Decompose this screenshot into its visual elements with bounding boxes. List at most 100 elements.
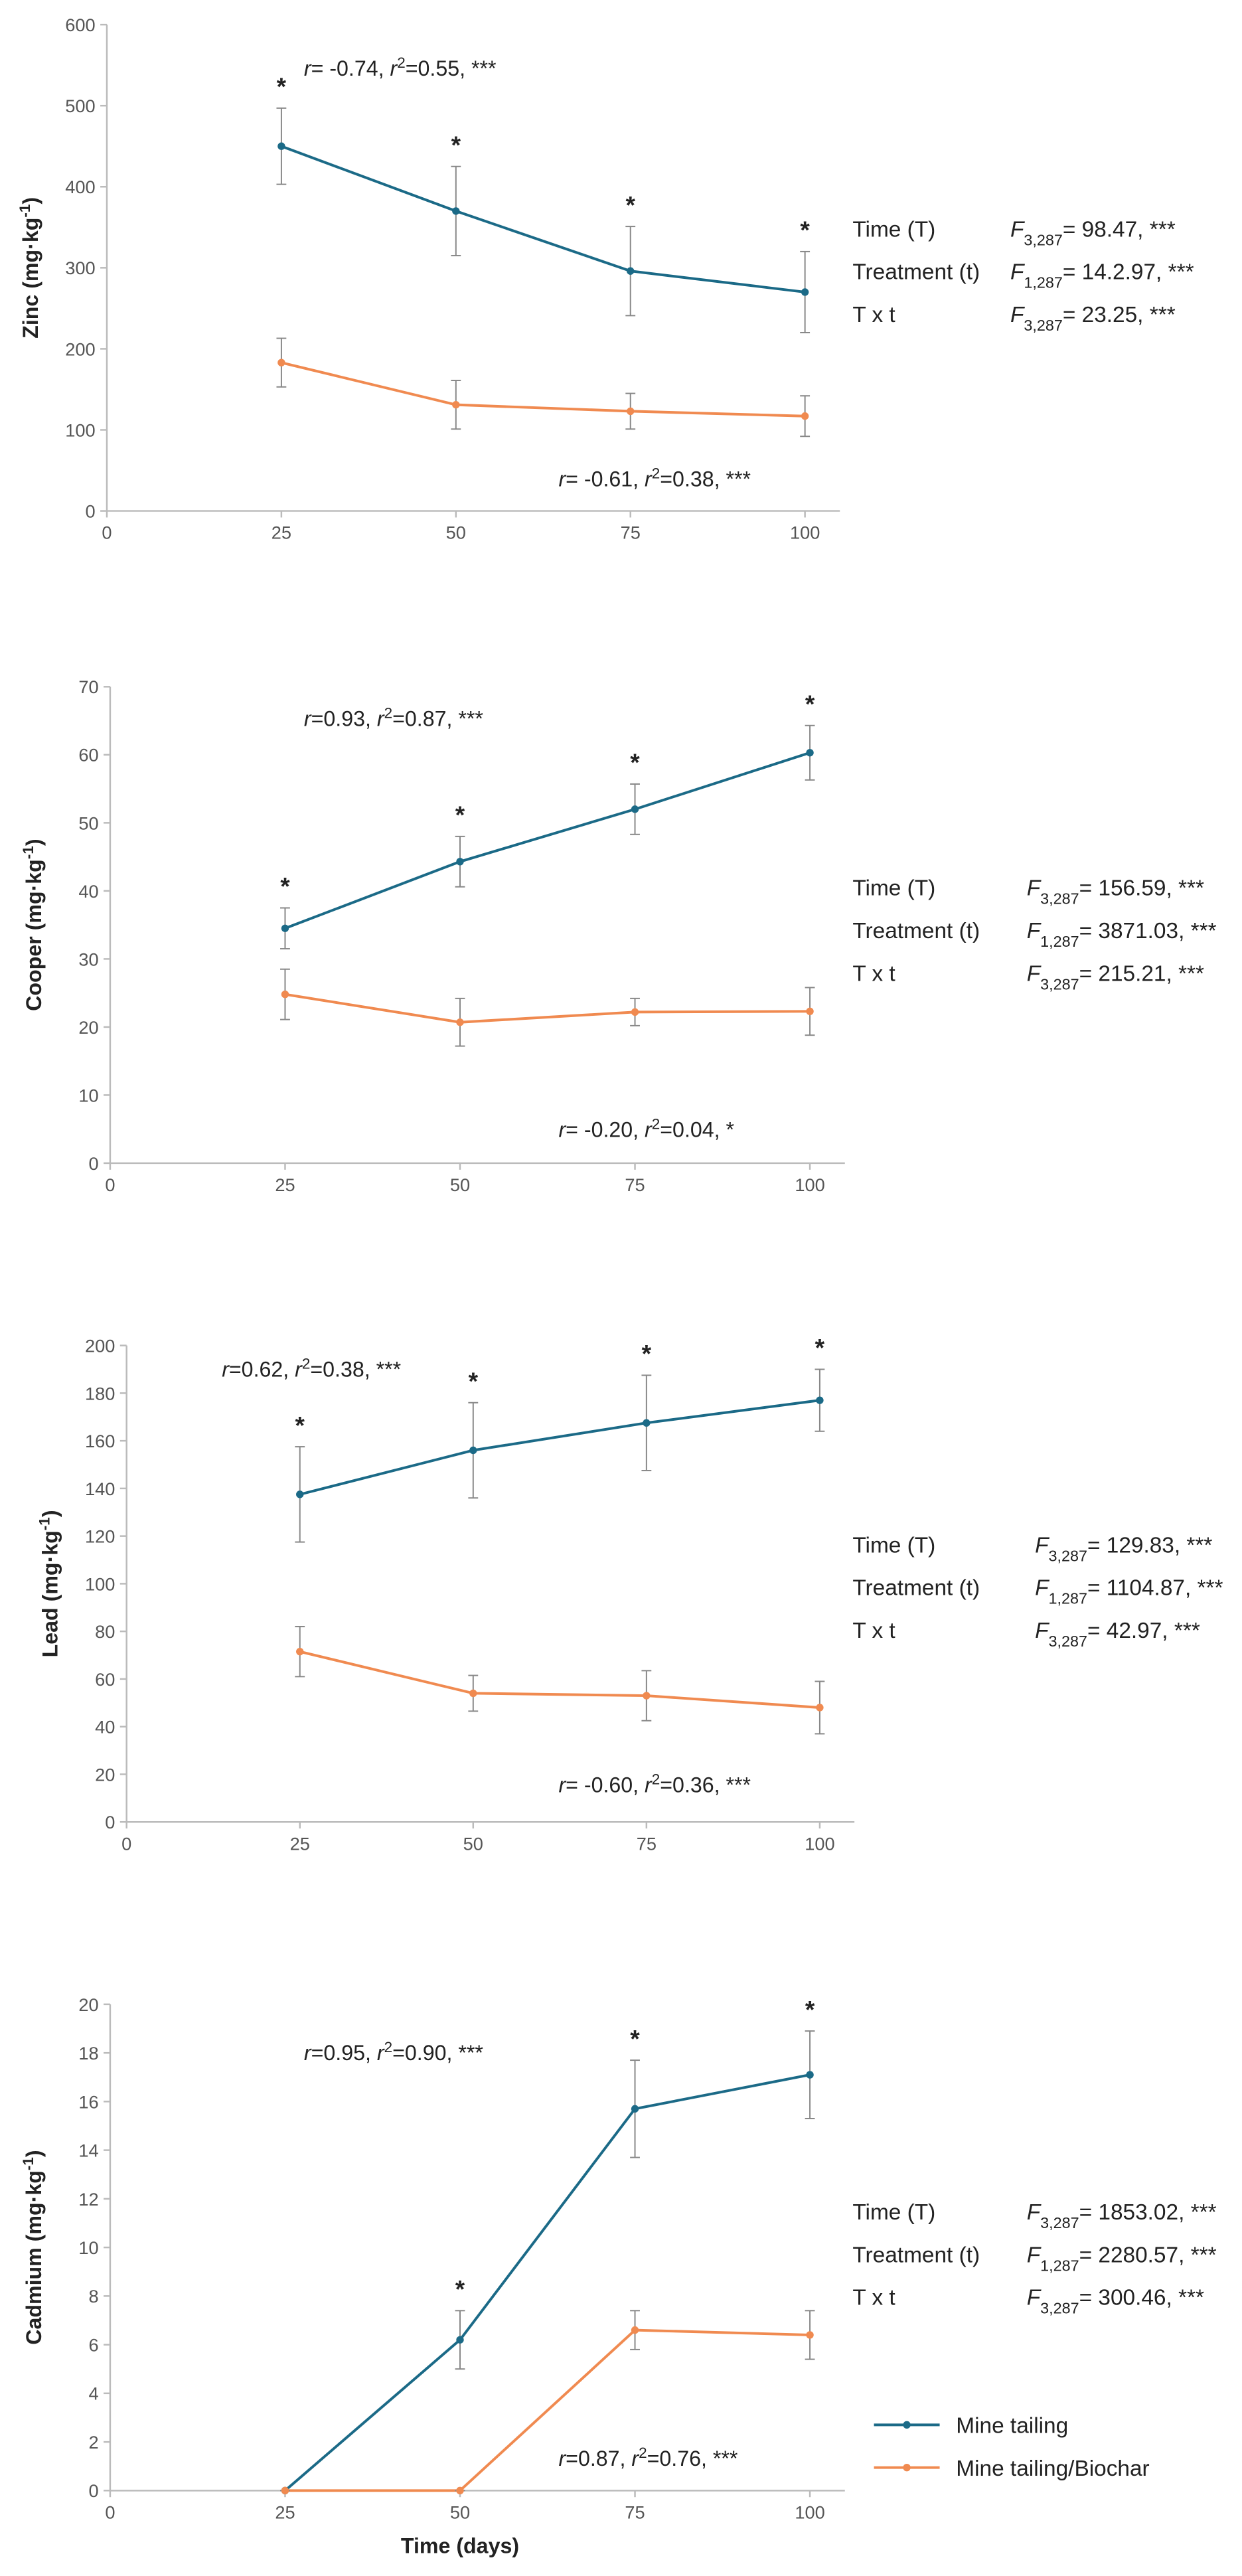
annotation: r=0.87, r2=0.76, ***	[558, 2445, 737, 2471]
data-point	[631, 1008, 639, 1016]
y-tick-label: 10	[78, 2237, 98, 2258]
stat-value-part: F	[1027, 2243, 1042, 2267]
legend-marker	[903, 2463, 911, 2472]
stat-value-part: = 42.97, ***	[1087, 1619, 1200, 1643]
stat-value-part: 3,287	[1024, 231, 1063, 248]
stat-label: Treatment (t)	[852, 919, 980, 943]
y-axis-label-part: Lead (mg·kg	[39, 1530, 62, 1657]
series-line	[281, 361, 805, 418]
y-tick-label: 20	[95, 1764, 115, 1785]
stat-value-part: F	[1010, 260, 1025, 285]
stat-label: Time (T)	[852, 217, 935, 242]
legend-label: Mine tailing	[956, 2414, 1068, 2439]
y-tick-label: 140	[85, 1479, 115, 1499]
chart-panel: 0 100 200 300 400 500 600 0 25 50 75 100 Zinc (mg·kg…	[17, 15, 1194, 543]
series-line	[299, 1399, 820, 1496]
x-tick-label: 75	[621, 523, 641, 543]
annotation-part: r	[377, 707, 385, 731]
data-point	[627, 407, 635, 416]
annotation-part: r	[645, 467, 653, 491]
y-axis-label-part: )	[39, 1510, 62, 1517]
y-tick-label: 180	[85, 1383, 115, 1404]
annotation-part: =0.87, ***	[392, 707, 483, 731]
stat-value-part: = 129.83, ***	[1087, 1533, 1212, 1558]
annotation-part: r	[558, 1117, 566, 1141]
data-point	[277, 359, 285, 366]
annotation: r= -0.60, r2=0.36, ***	[558, 1771, 751, 1797]
data-point	[627, 267, 635, 275]
y-tick-label: 160	[85, 1431, 115, 1451]
x-tick-label: 50	[446, 523, 466, 543]
data-point	[456, 858, 464, 866]
data-point	[806, 1007, 814, 1016]
annotation-part: =0.36, ***	[660, 1773, 751, 1797]
significance-mark: *	[280, 872, 290, 900]
significance-mark: *	[630, 2024, 640, 2052]
data-point	[806, 749, 814, 757]
stat-value-part: 3,287	[1040, 975, 1079, 993]
data-point	[806, 2071, 814, 2079]
stat-value-part: 3,287	[1040, 2300, 1079, 2317]
annotation-part: r	[304, 56, 312, 80]
stat-value-part: F	[1010, 217, 1025, 242]
stat-value-part: = 1853.02, ***	[1079, 2200, 1217, 2225]
y-tick-label: 60	[78, 745, 98, 765]
y-tick-label: 60	[95, 1669, 115, 1690]
annotation-part: 2	[652, 465, 660, 481]
annotation-part: 2	[639, 2445, 647, 2461]
stat-value-part: F	[1035, 1576, 1049, 1601]
x-axis-label: Time (days)	[401, 2534, 519, 2557]
x-tick-label: 75	[637, 1833, 657, 1854]
stat-value: F3,287= 156.59, ***	[1027, 876, 1204, 908]
annotation-part: =0.90, ***	[392, 2041, 483, 2065]
y-tick-label: 10	[78, 1085, 98, 1105]
x-tick-label: 25	[290, 1833, 310, 1854]
data-point	[643, 1692, 651, 1700]
annotation-part: = -0.61,	[566, 467, 645, 491]
annotation-part: 2	[384, 704, 393, 721]
stat-label: Treatment (t)	[852, 1576, 980, 1601]
annotation-part: r	[558, 467, 566, 491]
legend-marker	[903, 2421, 911, 2429]
stat-value-part: 1,287	[1040, 933, 1079, 950]
y-axis-label: Lead (mg·kg-1)	[36, 1510, 62, 1657]
y-tick-label: 600	[65, 15, 95, 35]
y-axis-label: Cadmium (mg·kg-1)	[20, 2150, 46, 2344]
data-point	[296, 1490, 304, 1498]
stat-value: F1,287= 14.2.97, ***	[1010, 260, 1194, 291]
annotation: r=0.93, r2=0.87, ***	[304, 704, 483, 731]
series-line	[285, 2328, 811, 2492]
significance-mark: *	[277, 72, 287, 100]
data-point	[456, 1018, 464, 1026]
x-tick-label: 0	[121, 1833, 131, 1854]
y-tick-label: 20	[78, 1994, 98, 2015]
stat-value-part: 1,287	[1040, 2257, 1079, 2274]
annotation-part: =0.93,	[311, 707, 377, 731]
significance-mark: *	[469, 1367, 479, 1395]
stat-value: F1,287= 3871.03, ***	[1027, 919, 1217, 950]
x-tick-label: 50	[450, 2502, 470, 2522]
stat-value: F3,287= 98.47, ***	[1010, 217, 1176, 248]
annotation-part: r	[304, 2041, 312, 2065]
stat-value-part: F	[1027, 876, 1042, 901]
annotation-part: r	[377, 2041, 385, 2065]
data-point	[456, 2336, 464, 2344]
annotation-part: 2	[384, 2039, 393, 2055]
data-point	[631, 2326, 639, 2334]
series-line	[299, 1650, 820, 1709]
significance-mark: *	[630, 748, 640, 776]
stat-value: F3,287= 23.25, ***	[1010, 303, 1176, 334]
x-tick-label: 100	[795, 1174, 824, 1195]
y-tick-label: 8	[88, 2286, 98, 2306]
stat-value-part: = 1104.87, ***	[1087, 1576, 1223, 1601]
stat-label: T x t	[852, 1619, 895, 1643]
y-tick-label: 2	[88, 2432, 98, 2453]
stat-label: Time (T)	[852, 2200, 935, 2225]
x-tick-label: 25	[272, 523, 291, 543]
y-tick-label: 4	[88, 2383, 98, 2404]
stat-value-part: 3,287	[1040, 2214, 1079, 2231]
annotation-part: =0.38, ***	[660, 467, 751, 491]
significance-mark: *	[805, 1995, 815, 2023]
y-tick-label: 0	[88, 1153, 98, 1174]
